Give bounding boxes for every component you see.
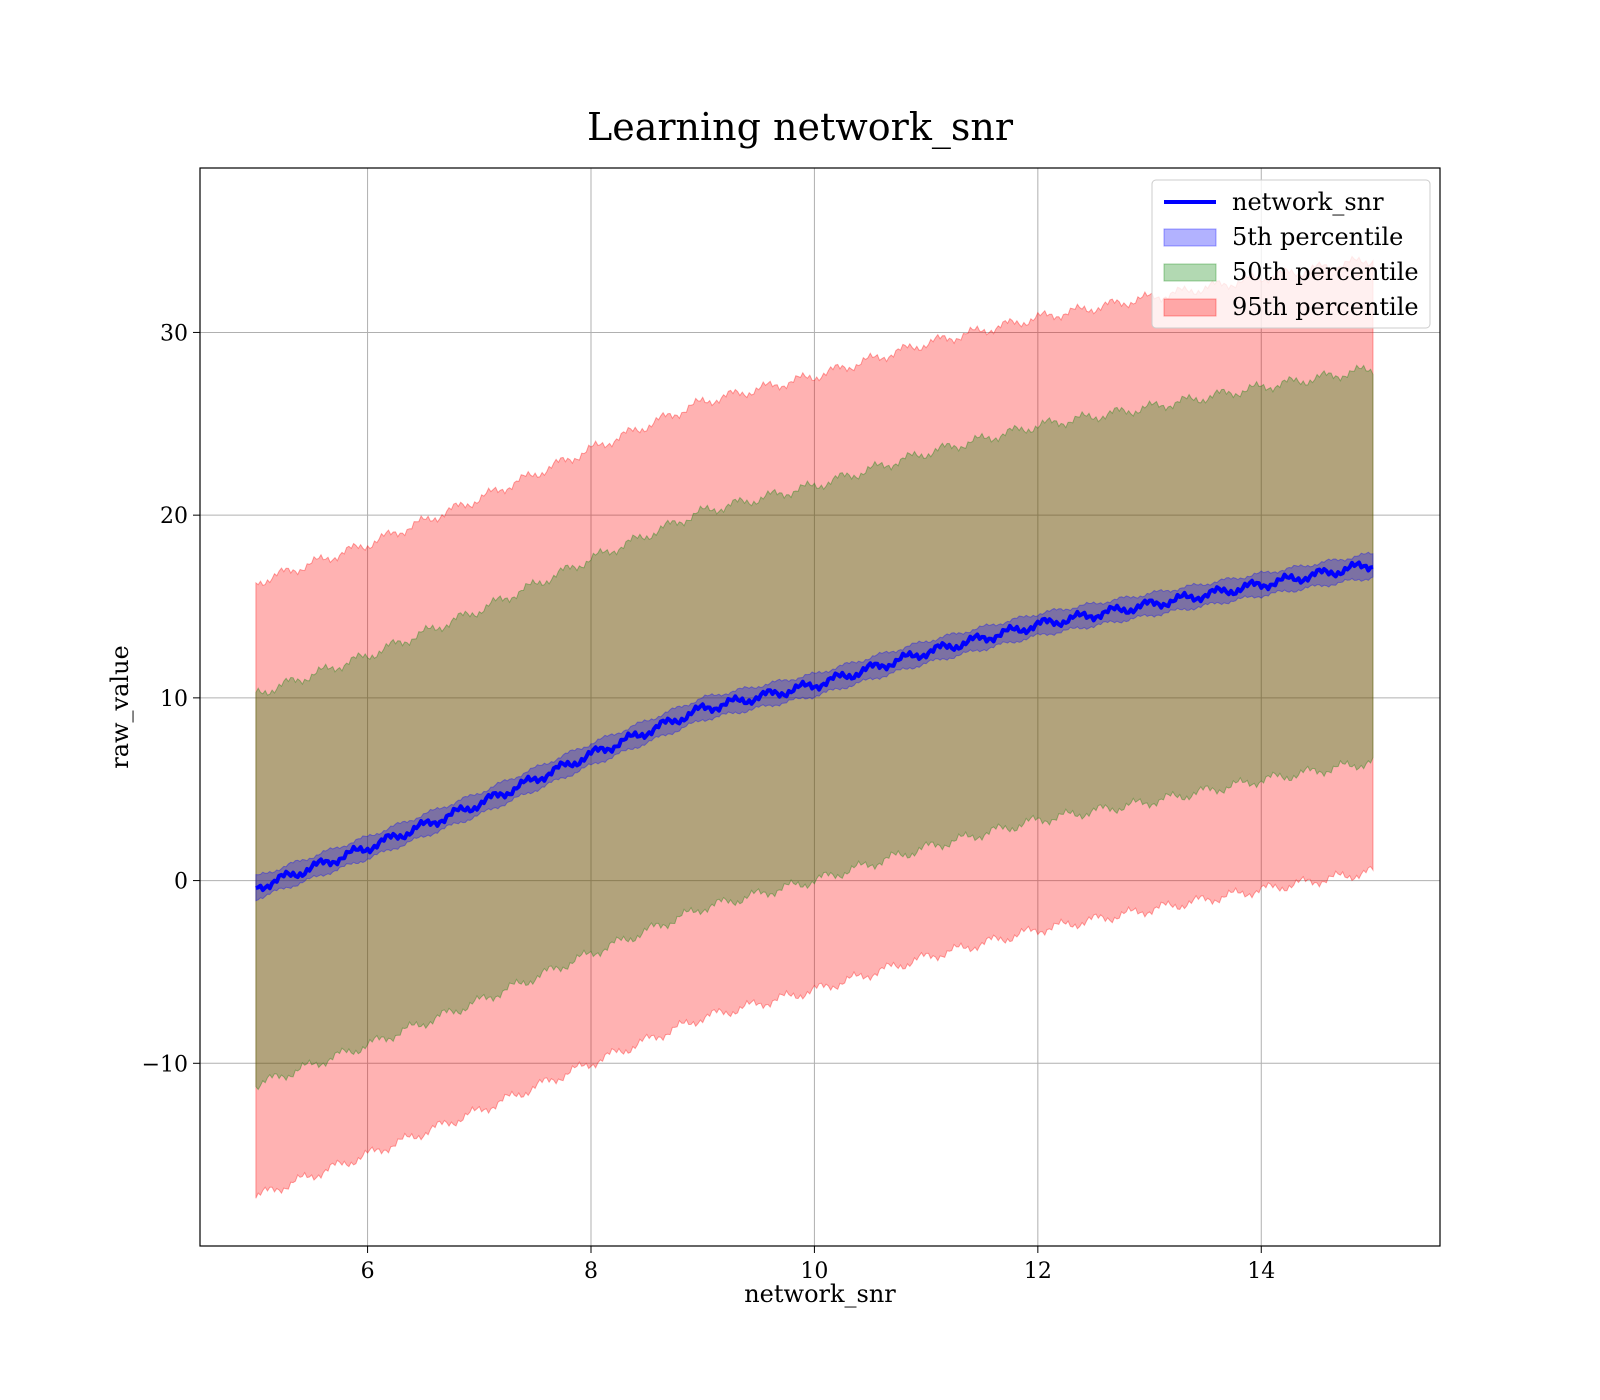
x-tick-label: 6 xyxy=(361,1259,375,1284)
chart-title: Learning network_snr xyxy=(587,105,1014,150)
legend-label: network_snr xyxy=(1232,188,1384,216)
legend-box xyxy=(1151,179,1431,329)
y-tick-label: 30 xyxy=(160,321,188,346)
y-tick-label: 0 xyxy=(174,870,188,895)
legend-band-swatch xyxy=(1163,298,1217,317)
line-network-snr xyxy=(255,560,1374,893)
band-95th-percentile xyxy=(255,255,1374,1199)
x-tick-label: 10 xyxy=(800,1259,828,1284)
legend-label: 5th percentile xyxy=(1232,223,1403,251)
series-lines xyxy=(255,560,1374,893)
y-tick-label: 20 xyxy=(160,504,188,529)
legend-band-swatch xyxy=(1163,263,1217,282)
legend-band-swatch xyxy=(1163,228,1217,247)
x-tick-label: 14 xyxy=(1247,1259,1275,1284)
legend-label: 95th percentile xyxy=(1232,293,1419,321)
ticks: 6 8 10 12 14 −10 0 10 20 30 xyxy=(142,321,1276,1284)
plot-frame xyxy=(199,167,1441,1247)
y-axis-title: raw_value xyxy=(106,645,134,769)
legend-label: 50th percentile xyxy=(1232,258,1419,286)
y-tick-label: 10 xyxy=(160,687,188,712)
legend: network_snr 5th percentile 50th percentile… xyxy=(1151,179,1431,329)
grid xyxy=(200,168,1440,1246)
y-tick-label: −10 xyxy=(142,1052,188,1077)
x-axis-title: network_snr xyxy=(744,1280,896,1308)
band-50th-percentile xyxy=(255,364,1374,1091)
x-tick-label: 12 xyxy=(1024,1259,1052,1284)
x-tick-label: 8 xyxy=(584,1259,598,1284)
